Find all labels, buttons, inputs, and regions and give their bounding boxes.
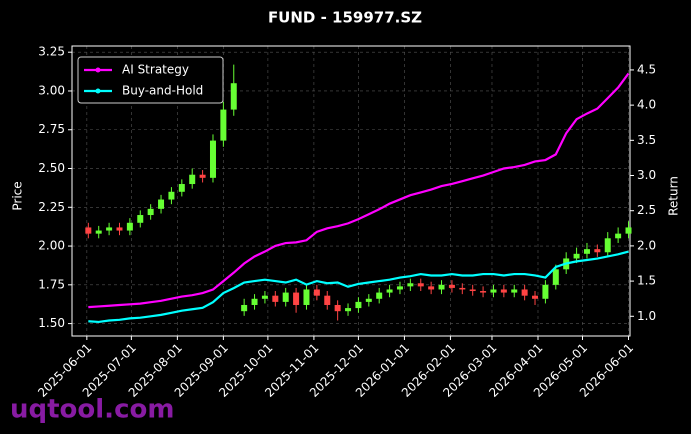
candle-body bbox=[615, 233, 622, 239]
candle-body bbox=[376, 292, 383, 299]
candle-body bbox=[209, 140, 216, 178]
candle-body bbox=[573, 253, 580, 259]
candle-body bbox=[625, 227, 632, 234]
candle-body bbox=[438, 284, 445, 290]
candle-body bbox=[220, 109, 227, 141]
candle-body bbox=[137, 215, 144, 223]
legend-marker bbox=[95, 88, 101, 94]
candle-body bbox=[448, 284, 455, 288]
candle-body bbox=[428, 286, 435, 290]
candle-body bbox=[293, 292, 300, 305]
y-tick-label: 2.00 bbox=[38, 239, 65, 253]
candle-body bbox=[313, 289, 320, 296]
candle-body bbox=[386, 289, 393, 293]
candle-body bbox=[521, 289, 528, 296]
candle-body bbox=[355, 301, 362, 309]
candle-body bbox=[417, 283, 424, 287]
y2-axis-label: Return bbox=[667, 176, 681, 216]
chart-title: FUND - 159977.SZ bbox=[268, 9, 422, 27]
candle-body bbox=[469, 289, 476, 292]
candle-body bbox=[594, 249, 601, 253]
candle-body bbox=[407, 283, 414, 287]
candle-body bbox=[189, 174, 196, 185]
candle-body bbox=[168, 191, 175, 200]
plot-frame bbox=[71, 45, 631, 337]
candle-body bbox=[272, 295, 279, 302]
candle-body bbox=[178, 184, 185, 192]
candle-body bbox=[230, 83, 237, 110]
line-series bbox=[88, 72, 630, 309]
legend-box bbox=[77, 56, 224, 104]
y2-tick-label: 4.5 bbox=[637, 62, 656, 76]
y2-tick-label: 4.0 bbox=[637, 98, 656, 112]
candle-body bbox=[459, 287, 466, 290]
y2-tick-label: 3.5 bbox=[637, 133, 656, 147]
candle-body bbox=[480, 291, 487, 293]
candle-body bbox=[500, 289, 507, 293]
y-tick-label: 3.00 bbox=[38, 83, 65, 97]
candle-body bbox=[261, 295, 268, 299]
candle-body bbox=[85, 227, 92, 234]
y-tick-label: 2.50 bbox=[38, 161, 65, 175]
candle-body bbox=[106, 227, 113, 231]
candle-body bbox=[604, 238, 611, 253]
y-tick-label: 1.75 bbox=[38, 277, 65, 291]
candle-body bbox=[552, 269, 559, 285]
y2-tick-label: 1.0 bbox=[637, 309, 656, 323]
candle-body bbox=[583, 249, 590, 254]
candle-body bbox=[365, 298, 372, 302]
legend-marker bbox=[95, 67, 101, 73]
candle-body bbox=[542, 284, 549, 299]
candle-body bbox=[241, 304, 248, 312]
candle-body bbox=[324, 295, 331, 305]
y2-tick-label: 2.5 bbox=[637, 203, 656, 217]
candle-body bbox=[147, 208, 154, 216]
candle-body bbox=[199, 174, 206, 178]
y-tick-label: 2.25 bbox=[38, 200, 65, 214]
y-tick-label: 1.50 bbox=[38, 316, 65, 330]
candle-body bbox=[532, 295, 539, 299]
watermark: uqtool.com bbox=[10, 395, 174, 425]
candle-body bbox=[95, 230, 102, 234]
candle-body bbox=[511, 289, 518, 293]
candle-body bbox=[251, 298, 258, 305]
y-axis-label: Price bbox=[11, 181, 25, 210]
candle-body bbox=[116, 227, 123, 231]
legend-label: AI Strategy bbox=[122, 63, 189, 77]
y2-tick-label: 1.5 bbox=[637, 274, 656, 288]
candle-body bbox=[158, 199, 165, 209]
candle-body bbox=[345, 308, 352, 312]
candle-body bbox=[303, 289, 310, 305]
candle-body bbox=[396, 286, 403, 290]
y-tick-label: 3.25 bbox=[38, 45, 65, 59]
candle-body bbox=[490, 289, 497, 293]
candle-body bbox=[282, 292, 289, 302]
y2-tick-label: 2.0 bbox=[637, 238, 656, 252]
candle-body bbox=[334, 304, 341, 312]
legend: AI Strategy Buy-and-Hold bbox=[77, 56, 224, 104]
candle-body bbox=[126, 222, 133, 231]
y2-tick-label: 3.0 bbox=[637, 168, 656, 182]
y-tick-label: 2.75 bbox=[38, 122, 65, 136]
line-series bbox=[88, 250, 629, 324]
legend-label: Buy-and-Hold bbox=[122, 84, 203, 98]
